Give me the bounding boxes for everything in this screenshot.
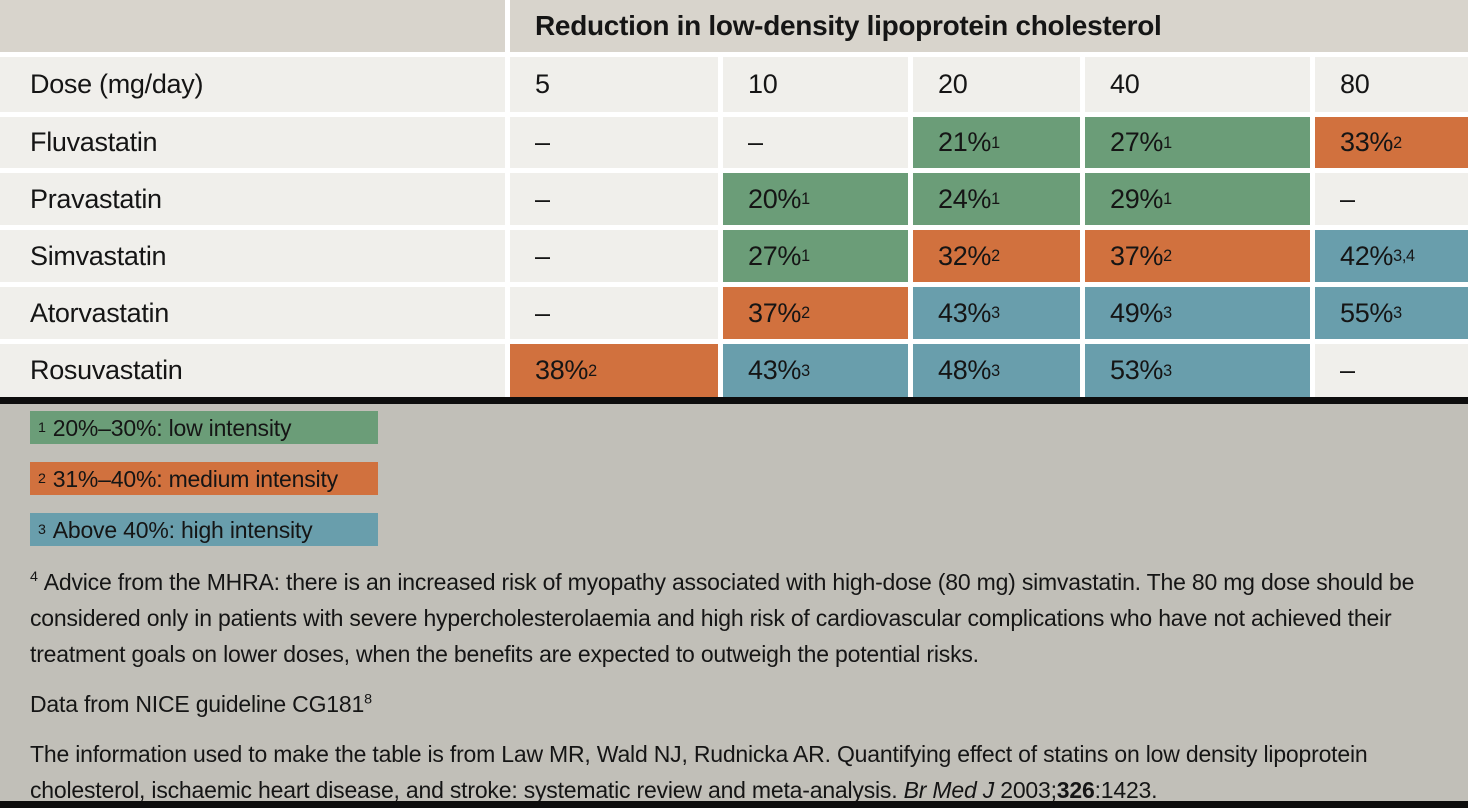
legend-text: Above 40%: high intensity bbox=[52, 516, 313, 543]
fluvastatin-20-cell: 21% 1 bbox=[913, 117, 1080, 168]
cell-value: – bbox=[535, 297, 550, 328]
simvastatin-20-cell: 32% 2 bbox=[913, 230, 1080, 282]
legend-medium-intensity: 2 31%–40%: medium intensity bbox=[30, 462, 378, 495]
rosuvastatin-5-cell: 38% 2 bbox=[510, 344, 718, 397]
source-sup: 8 bbox=[364, 691, 372, 708]
dose-header-10: 10 bbox=[723, 57, 908, 112]
cell-value: 29% bbox=[1110, 183, 1164, 214]
table-title: Reduction in low-density lipoprotein cho… bbox=[510, 0, 1468, 52]
reference-text: 2003; bbox=[994, 777, 1057, 801]
source-text: Data from NICE guideline CG181 bbox=[30, 691, 365, 717]
atorvastatin-10-cell: 37% 2 bbox=[723, 287, 908, 339]
reference-journal: Br Med J bbox=[903, 777, 995, 801]
cell-value: – bbox=[1340, 355, 1355, 385]
cell-value: – bbox=[748, 127, 763, 157]
reference-text: :1423. bbox=[1094, 777, 1158, 801]
cell-value: 27% bbox=[748, 240, 802, 271]
pravastatin-5-cell: – bbox=[510, 173, 718, 225]
cell-value: 37% bbox=[748, 297, 802, 328]
cell-value: 53% bbox=[1110, 355, 1164, 385]
atorvastatin-20-cell: 43% 3 bbox=[913, 287, 1080, 339]
footnotes-section: 1 20%–30%: low intensity 2 31%–40%: medium… bbox=[0, 404, 1468, 801]
dose-header-20: 20 bbox=[913, 57, 1080, 112]
dose-header-5: 5 bbox=[510, 57, 718, 112]
legend-text: 20%–30%: low intensity bbox=[52, 414, 292, 441]
legend-high-intensity: 3 Above 40%: high intensity bbox=[30, 513, 378, 546]
cell-value: 42% bbox=[1340, 240, 1394, 271]
dose-header-40: 40 bbox=[1085, 57, 1310, 112]
simvastatin-40-cell: 37% 2 bbox=[1085, 230, 1310, 282]
rosuvastatin-80-cell: – bbox=[1315, 344, 1468, 397]
rosuvastatin-row-label: Rosuvastatin bbox=[0, 344, 505, 397]
cell-value: 49% bbox=[1110, 297, 1164, 328]
cell-value: 24% bbox=[938, 183, 992, 214]
footnote-mhra: 4 Advice from the MHRA: there is an incre… bbox=[30, 564, 1436, 672]
bottom-bar bbox=[0, 801, 1468, 808]
pravastatin-40-cell: 29% 1 bbox=[1085, 173, 1310, 225]
rosuvastatin-40-cell: 53% 3 bbox=[1085, 344, 1310, 397]
simvastatin-80-cell: 42% 3,4 bbox=[1315, 230, 1468, 282]
legend-low-intensity: 1 20%–30%: low intensity bbox=[30, 411, 378, 444]
cell-value: – bbox=[535, 127, 550, 157]
simvastatin-row-label: Simvastatin bbox=[0, 230, 505, 282]
ldl-reduction-table: Reduction in low-density lipoprotein cho… bbox=[0, 0, 1468, 397]
cell-value: 37% bbox=[1110, 240, 1164, 271]
reference-volume: 326 bbox=[1056, 777, 1095, 801]
atorvastatin-5-cell: – bbox=[510, 287, 718, 339]
atorvastatin-40-cell: 49% 3 bbox=[1085, 287, 1310, 339]
rosuvastatin-20-cell: 48% 3 bbox=[913, 344, 1080, 397]
simvastatin-10-cell: 27% 1 bbox=[723, 230, 908, 282]
source-nice: Data from NICE guideline CG1818 bbox=[30, 686, 1436, 722]
pravastatin-20-cell: 24% 1 bbox=[913, 173, 1080, 225]
fluvastatin-row-label: Fluvastatin bbox=[0, 117, 505, 168]
simvastatin-5-cell: – bbox=[510, 230, 718, 282]
pravastatin-80-cell: – bbox=[1315, 173, 1468, 225]
fluvastatin-40-cell: 27% 1 bbox=[1085, 117, 1310, 168]
cell-value: 20% bbox=[748, 183, 802, 214]
fluvastatin-10-cell: – bbox=[723, 117, 908, 168]
cell-value: 55% bbox=[1340, 297, 1394, 328]
cell-value: 43% bbox=[748, 355, 802, 385]
cell-value: 43% bbox=[938, 297, 992, 328]
cell-value: – bbox=[1340, 183, 1355, 214]
cell-value: 48% bbox=[938, 355, 992, 385]
table-corner-cell bbox=[0, 0, 505, 52]
footnote-sup: 4 bbox=[30, 569, 38, 586]
cell-value: 32% bbox=[938, 240, 992, 271]
pravastatin-row-label: Pravastatin bbox=[0, 173, 505, 225]
legend-text: 31%–40%: medium intensity bbox=[52, 465, 338, 492]
atorvastatin-80-cell: 55% 3 bbox=[1315, 287, 1468, 339]
cell-value: 38% bbox=[535, 355, 589, 385]
fluvastatin-5-cell: – bbox=[510, 117, 718, 168]
cell-value: 21% bbox=[938, 127, 992, 157]
footnote-text: Advice from the MHRA: there is an increa… bbox=[30, 569, 1415, 667]
cell-value: – bbox=[535, 240, 550, 271]
cell-value: – bbox=[535, 183, 550, 214]
rosuvastatin-10-cell: 43% 3 bbox=[723, 344, 908, 397]
cell-value: 33% bbox=[1340, 127, 1394, 157]
pravastatin-10-cell: 20% 1 bbox=[723, 173, 908, 225]
dose-header-80: 80 bbox=[1315, 57, 1468, 112]
reference-text: The information used to make the table i… bbox=[30, 741, 1368, 801]
dose-row-label: Dose (mg/day) bbox=[0, 57, 505, 112]
divider-bar bbox=[0, 397, 1468, 404]
reference-citation: The information used to make the table i… bbox=[30, 736, 1436, 801]
cell-value: 27% bbox=[1110, 127, 1164, 157]
fluvastatin-80-cell: 33% 2 bbox=[1315, 117, 1468, 168]
atorvastatin-row-label: Atorvastatin bbox=[0, 287, 505, 339]
